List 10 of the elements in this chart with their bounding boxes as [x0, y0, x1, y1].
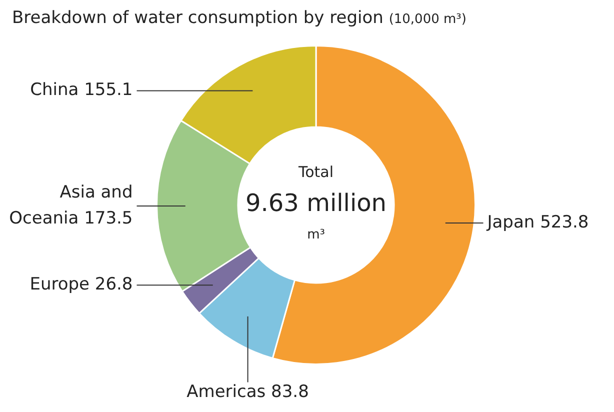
slice-label: Japan 523.8 — [486, 212, 589, 232]
chart-title: Breakdown of water consumption by region — [12, 8, 384, 28]
text: Total — [297, 162, 334, 181]
slice-label: Europe 26.8 — [30, 274, 133, 295]
text: 9.63 million — [245, 189, 387, 218]
chart-subtitle: (10,000 m³) — [388, 12, 466, 27]
slice-label: Asia and Oceania 173.5 — [9, 182, 133, 228]
text: m³ — [307, 227, 325, 242]
slice-label: Americas 83.8 — [186, 382, 309, 402]
slice-label: China 155.1 — [30, 80, 133, 100]
